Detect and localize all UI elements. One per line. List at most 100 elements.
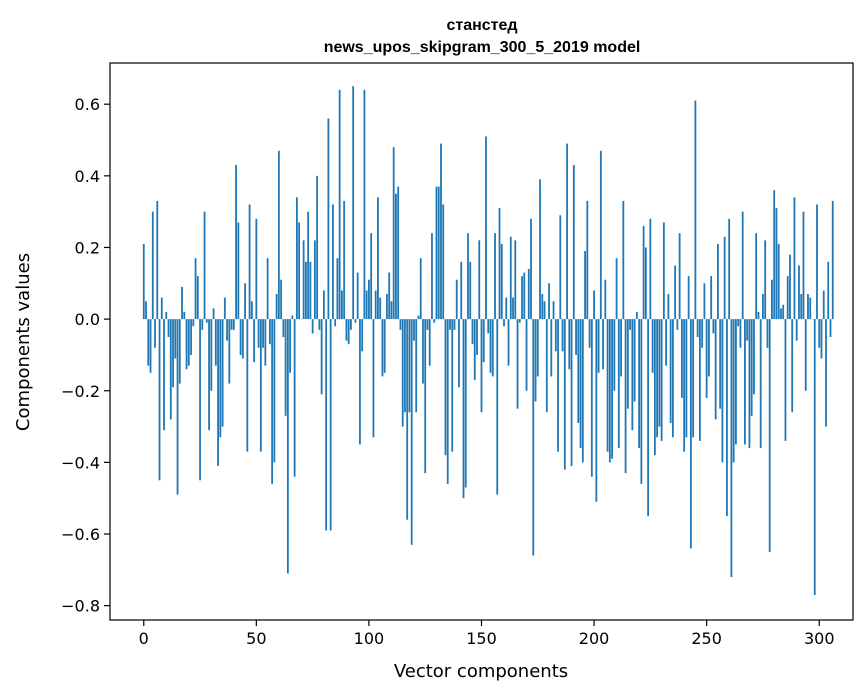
bar [629,319,631,330]
bar [368,279,370,320]
bar [462,319,465,499]
bar [494,233,496,320]
bar [172,319,174,388]
bar [295,197,298,320]
bar [624,319,627,474]
bar [318,319,321,330]
bar [572,165,575,320]
bar [280,279,283,320]
bar [397,186,400,320]
bar [417,315,420,320]
bar [415,319,418,413]
bar [656,319,659,438]
bar [795,319,798,341]
bar [604,279,607,320]
bar [183,311,186,320]
bar [444,319,447,456]
bar [789,254,791,320]
bar [748,319,751,449]
bar [741,211,744,320]
bar [176,319,179,495]
bar [827,261,830,320]
x-tick-label: 0 [139,629,149,648]
bar [485,136,487,320]
bar [169,319,172,420]
bar [762,294,764,320]
bar [370,233,373,320]
bar [552,301,555,320]
bar [527,268,530,320]
bar [548,283,550,320]
bar [347,319,350,345]
bar [410,319,413,545]
bar [392,147,395,320]
bar [341,290,343,320]
bar [149,319,152,373]
bar [145,301,147,320]
bar [606,319,609,452]
bar [611,319,613,459]
bar [446,319,449,484]
bar [766,319,769,348]
bar [820,319,823,359]
bar [780,308,782,320]
bar [507,319,510,366]
bar [735,319,737,445]
bar [708,319,710,377]
bar [433,319,436,323]
bar [332,204,334,320]
bar [516,319,519,409]
bar [320,319,323,395]
bar [266,258,269,320]
bar [647,319,650,517]
x-tick-label: 250 [691,629,722,648]
bar [498,208,501,320]
bar [532,319,535,556]
bar [383,319,386,373]
bar [730,319,733,578]
bar [500,243,503,320]
bar [356,272,359,320]
bar [579,319,582,449]
bar [550,319,553,377]
bar [775,208,778,320]
bar [831,200,834,320]
bar [676,319,679,330]
bar [575,319,577,355]
bar [786,276,789,320]
bar [156,200,159,320]
bar [246,319,249,452]
bar [771,279,773,320]
bar [239,319,242,355]
bar [802,211,805,320]
x-axis-label: Vector components [394,661,568,682]
bar [264,319,267,366]
bar [746,319,749,341]
bar [649,218,652,320]
bar [581,319,584,463]
bar [307,211,310,320]
y-tick-label: 0.6 [75,95,100,114]
bar [757,311,760,320]
bar [372,319,375,438]
bar [174,319,177,359]
bar [395,193,397,320]
bar [298,222,301,320]
bar [608,319,611,463]
bar [255,218,258,320]
bar [185,319,188,370]
bar [584,251,586,320]
bar [199,319,201,481]
bar [626,319,629,409]
bar [257,319,260,348]
bar [699,319,701,441]
bar [651,319,654,373]
bar [491,319,494,377]
bar [284,319,287,416]
bar [343,200,346,320]
bar [539,179,541,320]
bar [431,233,433,320]
bar [464,319,467,488]
bar [791,319,794,413]
bar [228,319,231,384]
